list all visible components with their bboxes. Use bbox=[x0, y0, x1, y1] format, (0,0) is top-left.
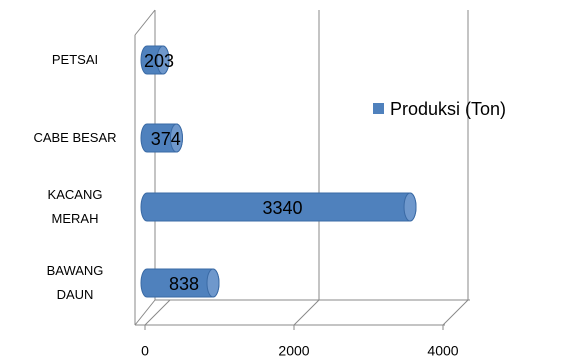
data-label: 203 bbox=[144, 51, 174, 71]
data-label: 838 bbox=[169, 274, 199, 294]
y-tick-label: BAWANG DAUN bbox=[46, 263, 104, 302]
bar bbox=[140, 123, 183, 153]
y-tick-label: KACANG MERAH bbox=[47, 187, 103, 226]
y-tick-label: CABE BESAR bbox=[33, 130, 117, 145]
legend-label: Produksi (Ton) bbox=[390, 99, 506, 119]
left-wall bbox=[134, 9, 156, 36]
bar-part bbox=[403, 192, 417, 222]
grid-line bbox=[442, 299, 469, 326]
data-label: 3340 bbox=[262, 198, 302, 218]
bar bbox=[140, 45, 170, 75]
x-tick-label: 0 bbox=[141, 343, 149, 359]
floor-edge bbox=[134, 299, 156, 326]
data-label: 374 bbox=[151, 129, 181, 149]
x-tick-label: 4000 bbox=[427, 343, 458, 359]
bar-part bbox=[156, 45, 170, 75]
legend-swatch bbox=[373, 103, 384, 114]
grid-line bbox=[144, 299, 171, 326]
bar bbox=[140, 192, 417, 222]
bar-part bbox=[206, 268, 220, 298]
y-tick-label: PETSAI bbox=[51, 52, 99, 67]
bar-part bbox=[169, 123, 183, 153]
grid-line bbox=[293, 299, 320, 326]
x-tick-label: 2000 bbox=[278, 343, 309, 359]
bar bbox=[140, 268, 220, 298]
